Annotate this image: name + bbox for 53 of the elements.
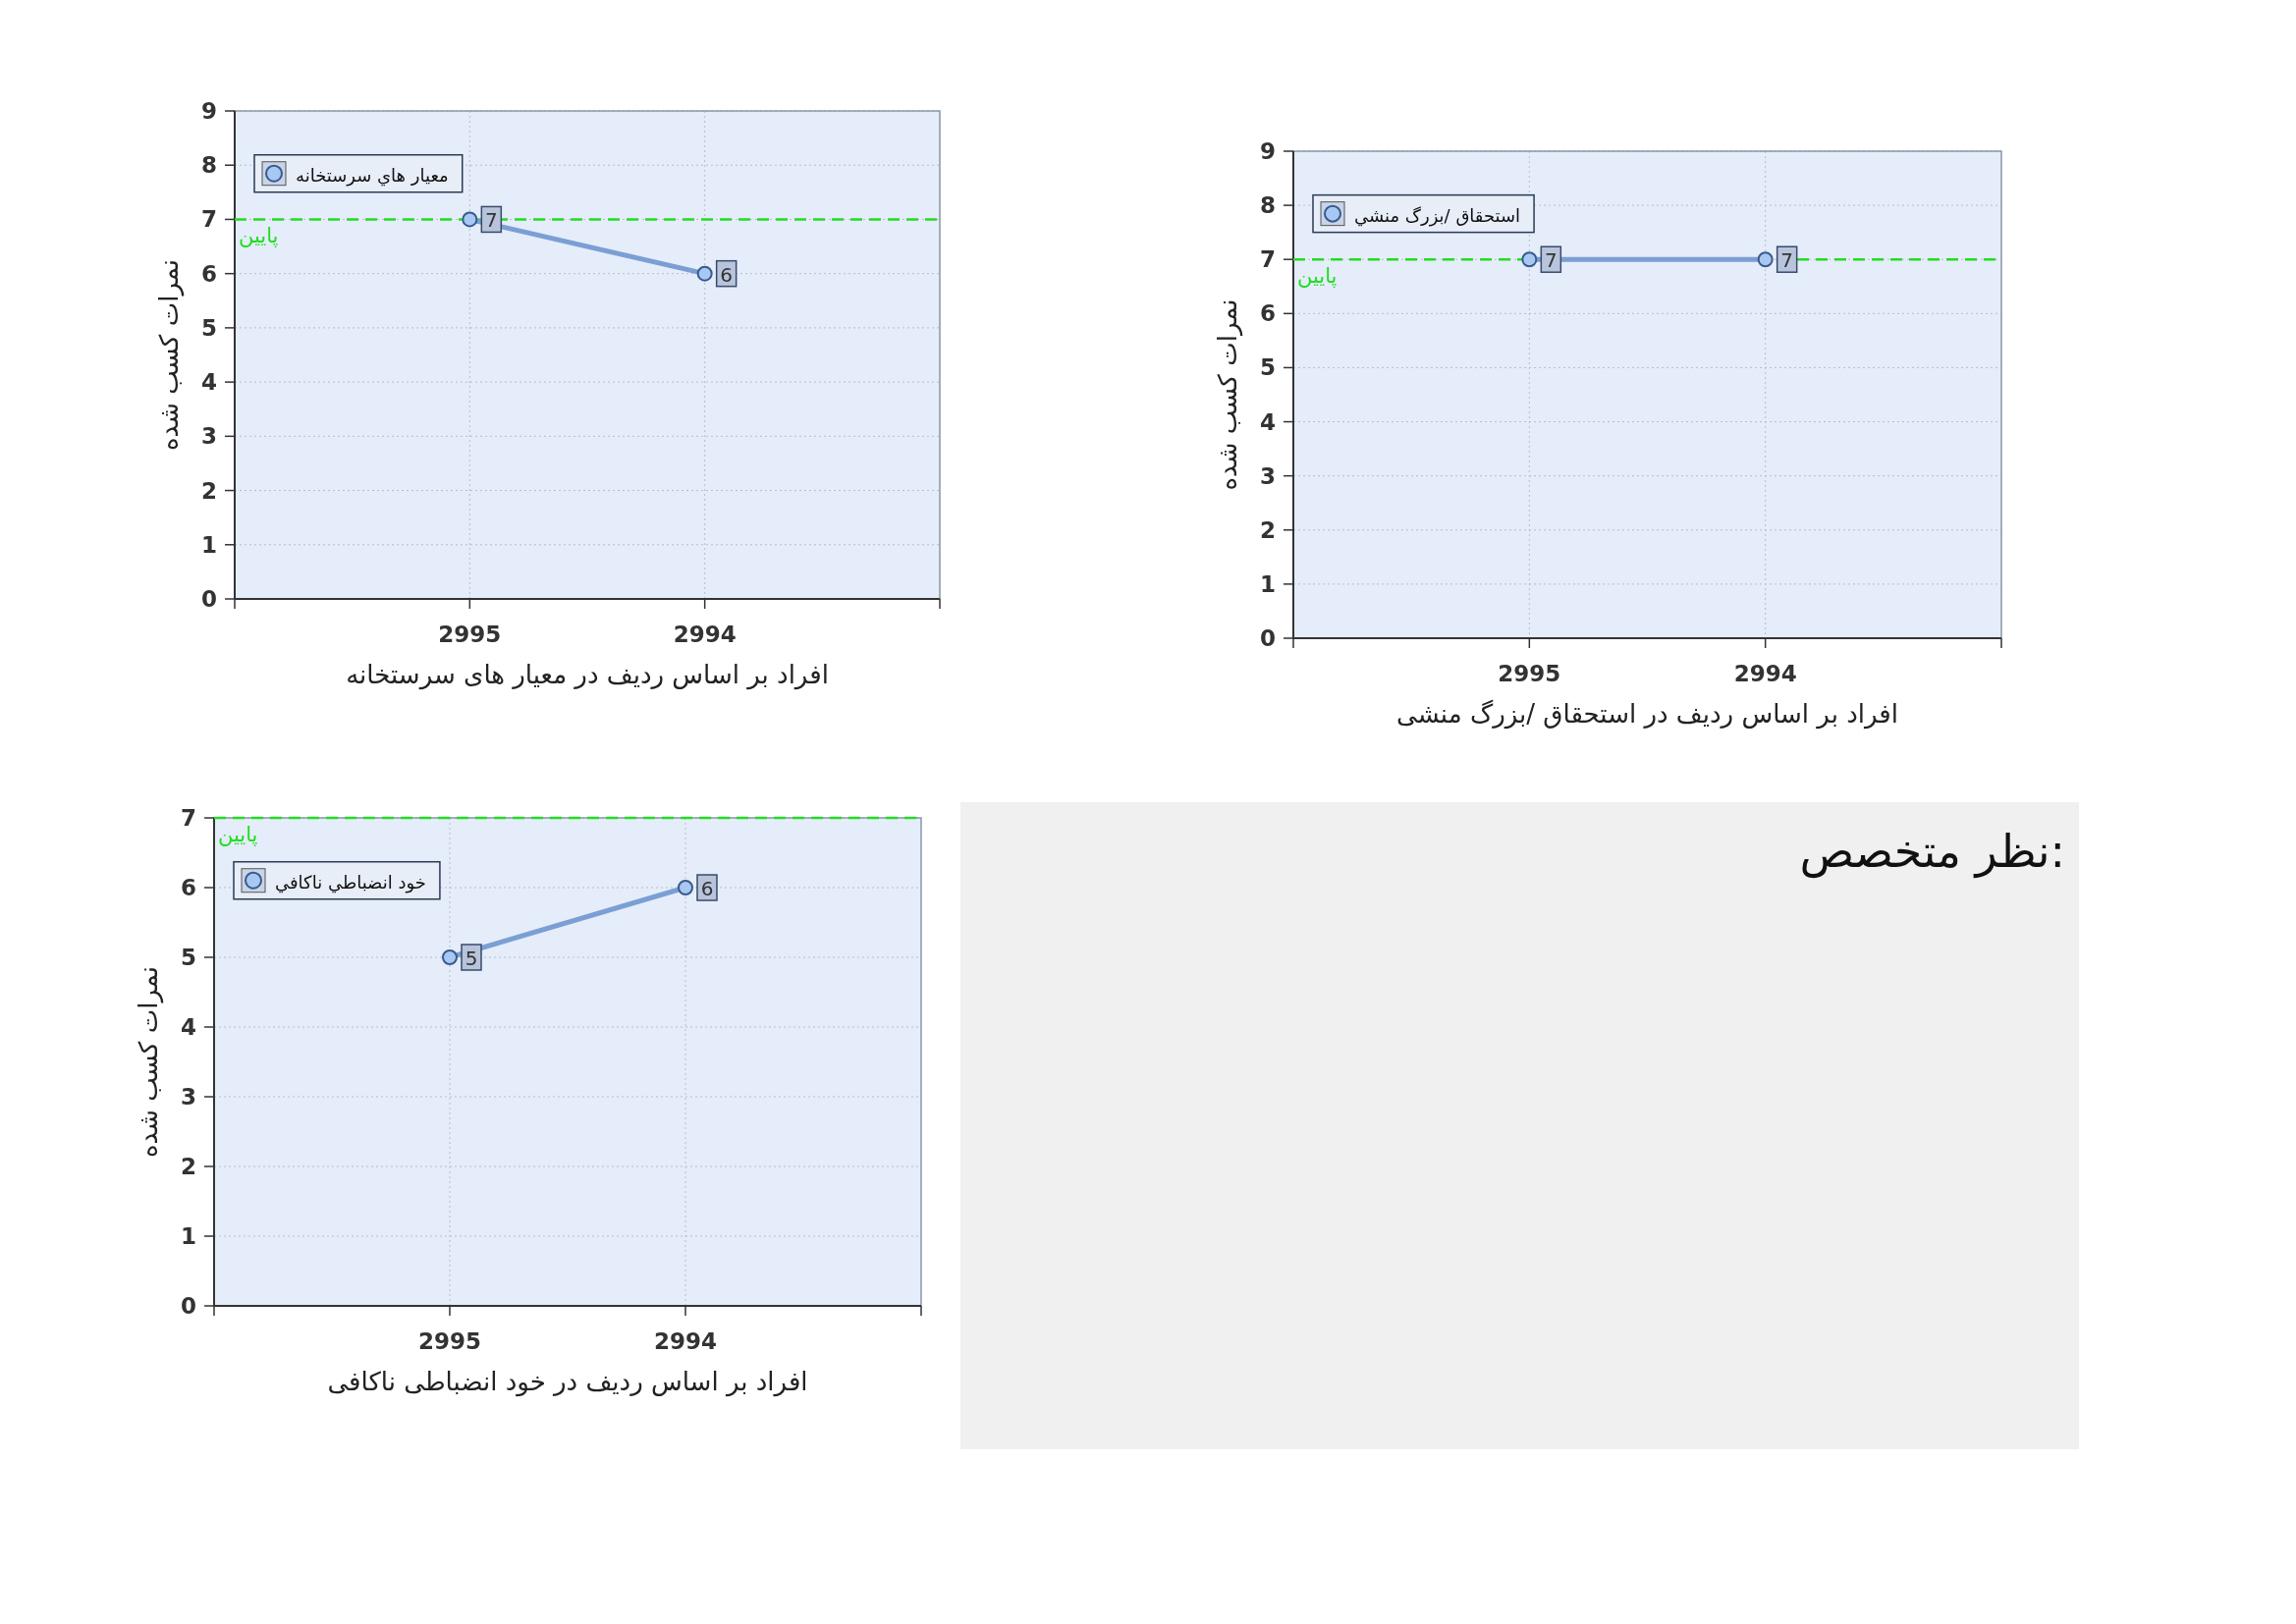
y-tick-label: 6 (200, 260, 217, 287)
y-tick-label: 6 (180, 875, 196, 900)
legend-label: خود انضباطي ناكافي (275, 871, 426, 893)
y-tick-label: 5 (180, 945, 196, 970)
y-tick-label: 9 (200, 98, 217, 124)
y-tick-label: 2 (200, 477, 217, 504)
y-tick-label: 7 (1259, 246, 1276, 273)
x-tick-label: 2995 (417, 1328, 482, 1354)
ref-line-label: پایین (218, 823, 258, 846)
y-tick-label: 8 (1259, 192, 1276, 219)
x-tick-label: 2994 (653, 1328, 718, 1354)
data-label: 7 (484, 208, 498, 233)
x-axis-title: افراد بر اساس ردیف در استحقاق /بزرگ منشی (1395, 699, 1899, 730)
ref-line-label: پایین (239, 224, 279, 248)
y-tick-label: 5 (1259, 354, 1276, 381)
data-label: 7 (1544, 248, 1558, 273)
x-tick-label: 2994 (673, 622, 737, 647)
y-tick-label: 8 (200, 152, 217, 179)
y-tick-label: 6 (1259, 300, 1276, 327)
data-label: 5 (465, 947, 478, 970)
x-tick-label: 2994 (1733, 661, 1797, 686)
x-axis-title: افراد بر اساس ردیف در معیار های سرستخانه (346, 660, 829, 690)
data-label: 6 (720, 262, 734, 287)
y-tick-label: 3 (200, 423, 217, 450)
y-axis-title: نمرات کسب شده (134, 966, 164, 1158)
y-tick-label: 4 (200, 369, 217, 396)
y-tick-label: 0 (180, 1293, 196, 1319)
y-tick-label: 1 (180, 1223, 196, 1249)
data-label: 6 (700, 877, 714, 900)
y-axis-title: نمرات کسب شده (1213, 298, 1243, 491)
y-tick-label: 0 (1259, 625, 1276, 651)
y-tick-label: 2 (180, 1154, 196, 1179)
y-tick-label: 9 (1259, 138, 1276, 164)
y-tick-label: 3 (180, 1084, 196, 1110)
y-tick-label: 4 (1259, 408, 1276, 435)
y-tick-label: 2 (1259, 516, 1276, 543)
text: نظر متخصص: (1799, 825, 2065, 879)
y-tick-label: 4 (180, 1014, 196, 1040)
legend-label: استحقاق /بزرگ منشي (1354, 204, 1521, 227)
y-tick-label: 1 (200, 531, 217, 558)
y-tick-label: 0 (200, 586, 217, 612)
x-axis-title: افراد بر اساس ردیف در خود انضباطی ناکافی (327, 1367, 808, 1397)
ref-line-label: پایین (1297, 264, 1338, 289)
y-tick-label: 3 (1259, 462, 1276, 489)
x-tick-label: 2995 (1498, 661, 1561, 686)
y-tick-label: 5 (200, 314, 217, 341)
legend-label: معيار هاي سرستخانه (296, 164, 449, 187)
y-tick-label: 1 (1259, 570, 1276, 597)
data-label: 7 (1780, 248, 1794, 273)
y-tick-label: 7 (200, 206, 217, 233)
y-axis-title: نمرات کسب شده (154, 259, 185, 451)
x-tick-label: 2995 (438, 622, 502, 647)
y-tick-label: 7 (180, 805, 196, 831)
